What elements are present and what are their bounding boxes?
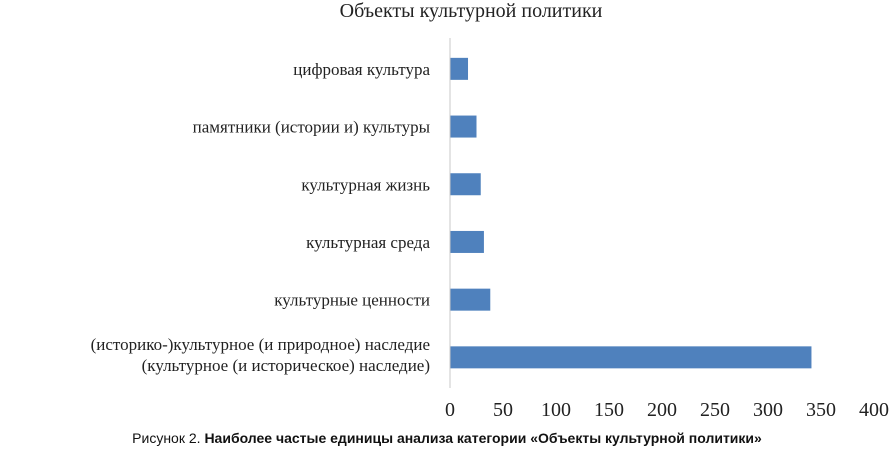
category-label-1: памятники (истории и) культуры (193, 118, 431, 137)
category-labels: цифровая культура памятники (истории и) к… (91, 60, 431, 375)
category-label-line: (историко-)культурное (и природное) насл… (91, 335, 430, 354)
bars-group (450, 57, 812, 369)
category-label-2: культурная жизнь (301, 175, 430, 194)
x-axis-ticks: 0 50 100 150 200 250 300 350 400 (445, 399, 889, 421)
category-label-line: культурная жизнь (301, 175, 430, 194)
x-tick-label: 0 (445, 399, 455, 421)
category-label-0: цифровая культура (293, 60, 430, 79)
category-label-4: культурные ценности (274, 291, 430, 310)
bar-5 (450, 346, 812, 369)
bar-4 (450, 288, 491, 311)
chart-title: Объекты культурной политики (340, 0, 603, 22)
x-tick-label: 400 (859, 399, 889, 421)
caption-text: Наиболее частые единицы анализа категори… (204, 430, 762, 446)
x-tick-label: 150 (594, 399, 624, 421)
category-label-line: цифровая культура (293, 60, 430, 79)
bar-chart: Объекты культурной политики цифровая кул… (91, 0, 889, 421)
bar-2 (450, 173, 481, 196)
x-tick-label: 350 (806, 399, 836, 421)
bar-0 (450, 57, 469, 80)
caption-prefix: Рисунок 2. (132, 430, 205, 446)
category-label-5: (историко-)культурное (и природное) насл… (91, 335, 430, 375)
x-tick-label: 200 (647, 399, 677, 421)
bar-3 (450, 230, 484, 253)
x-tick-label: 250 (700, 399, 730, 421)
category-label-3: культурная среда (306, 233, 430, 252)
category-label-line: культурная среда (306, 233, 430, 252)
x-tick-label: 300 (753, 399, 783, 421)
x-tick-label: 100 (541, 399, 571, 421)
x-tick-label: 50 (493, 399, 513, 421)
figure-caption: Рисунок 2. Наиболее частые единицы анали… (0, 430, 894, 446)
category-label-line: культурные ценности (274, 291, 430, 310)
category-label-line: (культурное (и историческое) наследие) (142, 356, 430, 375)
category-label-line: памятники (истории и) культуры (193, 118, 431, 137)
bar-1 (450, 115, 477, 138)
